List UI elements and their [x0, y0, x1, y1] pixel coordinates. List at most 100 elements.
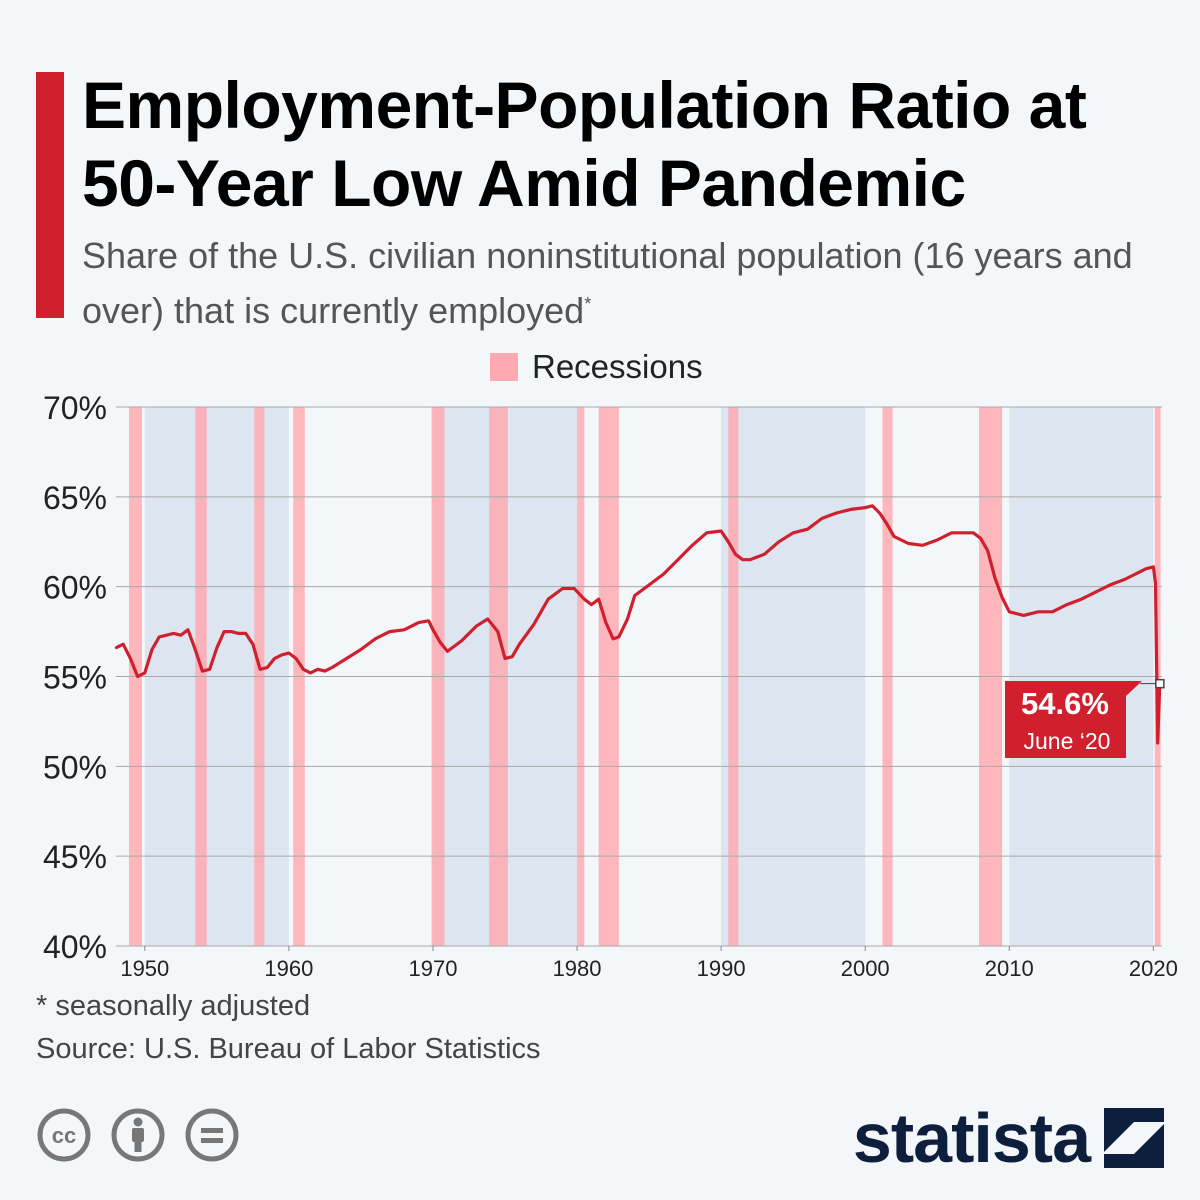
data-point [136, 675, 139, 678]
data-point [864, 506, 867, 509]
legend-swatch-recessions [490, 353, 518, 381]
data-point [892, 535, 896, 538]
data-point [691, 544, 694, 547]
x-tick-label: 1960 [264, 956, 313, 981]
legend-label-recessions: Recessions [532, 348, 703, 385]
data-point [388, 630, 391, 633]
y-tick-label: 45% [43, 839, 107, 875]
data-point [302, 668, 305, 671]
data-point [179, 633, 183, 637]
data-point [993, 576, 997, 579]
data-point [287, 651, 291, 655]
y-tick-label: 55% [43, 660, 107, 696]
y-tick-label: 60% [43, 570, 107, 606]
data-point [496, 630, 500, 633]
data-point [791, 531, 795, 534]
data-point [907, 542, 910, 545]
data-point [885, 522, 889, 525]
data-point [431, 628, 435, 631]
data-point [979, 536, 982, 540]
data-point [215, 646, 219, 649]
data-point [1000, 596, 1004, 599]
legend: Recessions [490, 348, 703, 386]
data-point [572, 587, 576, 590]
data-point [647, 583, 651, 587]
svg-text:cc: cc [52, 1123, 76, 1148]
data-point [165, 633, 168, 637]
data-point [1094, 590, 1097, 594]
subtitle-text: Share of the U.S. civilian noninstitutio… [82, 235, 1133, 331]
data-point [734, 553, 737, 556]
data-point [583, 598, 586, 601]
source-note: Source: U.S. Bureau of Labor Statistics [36, 1033, 541, 1065]
data-point [1123, 578, 1126, 581]
data-point [150, 648, 154, 651]
data-point [114, 646, 118, 649]
data-point [251, 642, 255, 646]
data-point [633, 594, 636, 597]
data-point [244, 632, 247, 635]
data-point [617, 635, 621, 639]
data-point [662, 572, 665, 576]
no-derivatives-icon[interactable] [184, 1107, 240, 1163]
data-point [741, 558, 744, 561]
data-point [1137, 571, 1141, 574]
data-point [1022, 614, 1025, 617]
subtitle-footnote-mark: * [584, 294, 592, 314]
data-point [266, 666, 269, 669]
statista-brand[interactable]: statista [853, 1098, 1164, 1178]
x-tick-label: 2020 [1129, 956, 1178, 981]
data-point [936, 538, 939, 542]
data-point [719, 529, 723, 533]
data-point [547, 598, 550, 601]
data-point [561, 587, 564, 590]
data-point [763, 553, 766, 556]
data-point [438, 641, 442, 644]
data-point [222, 630, 226, 633]
data-point [1051, 610, 1054, 614]
data-point [230, 630, 233, 633]
cc-icon[interactable]: cc [36, 1107, 92, 1163]
x-tick-label: 1990 [697, 956, 746, 981]
data-point [237, 632, 240, 635]
x-tick-label: 2000 [841, 956, 890, 981]
data-point [611, 637, 615, 640]
data-point [849, 508, 852, 511]
x-tick-label: 1950 [120, 956, 169, 981]
accent-bar [36, 72, 64, 318]
data-point [835, 511, 838, 515]
data-point [972, 531, 975, 534]
data-point [294, 657, 298, 660]
data-point [1065, 603, 1069, 606]
data-point [1108, 583, 1112, 587]
y-tick-label: 65% [43, 480, 107, 516]
data-point [878, 511, 881, 515]
data-point [626, 617, 629, 621]
data-point [345, 657, 348, 660]
y-tick-label: 70% [43, 390, 107, 426]
data-point [986, 549, 989, 552]
data-point [143, 671, 147, 675]
data-point [158, 635, 161, 639]
data-point [453, 644, 456, 648]
data-point [208, 668, 211, 671]
data-point [1008, 610, 1011, 614]
data-point [964, 531, 968, 534]
statista-wordmark: statista [852, 1099, 1091, 1177]
data-point [532, 623, 536, 626]
data-point [511, 655, 514, 658]
data-point [427, 619, 430, 623]
data-point [806, 527, 809, 531]
data-point [604, 621, 608, 624]
statista-logo-icon [1104, 1108, 1164, 1168]
annotation-value: 54.6% [1021, 686, 1109, 721]
x-tick-label: 1980 [553, 956, 602, 981]
data-point [402, 628, 406, 631]
data-point [258, 668, 262, 671]
data-point [1080, 598, 1083, 601]
data-point [777, 540, 780, 543]
attribution-icon[interactable] [110, 1107, 166, 1163]
data-point [950, 531, 953, 534]
data-point [323, 669, 327, 673]
data-point [316, 668, 319, 671]
